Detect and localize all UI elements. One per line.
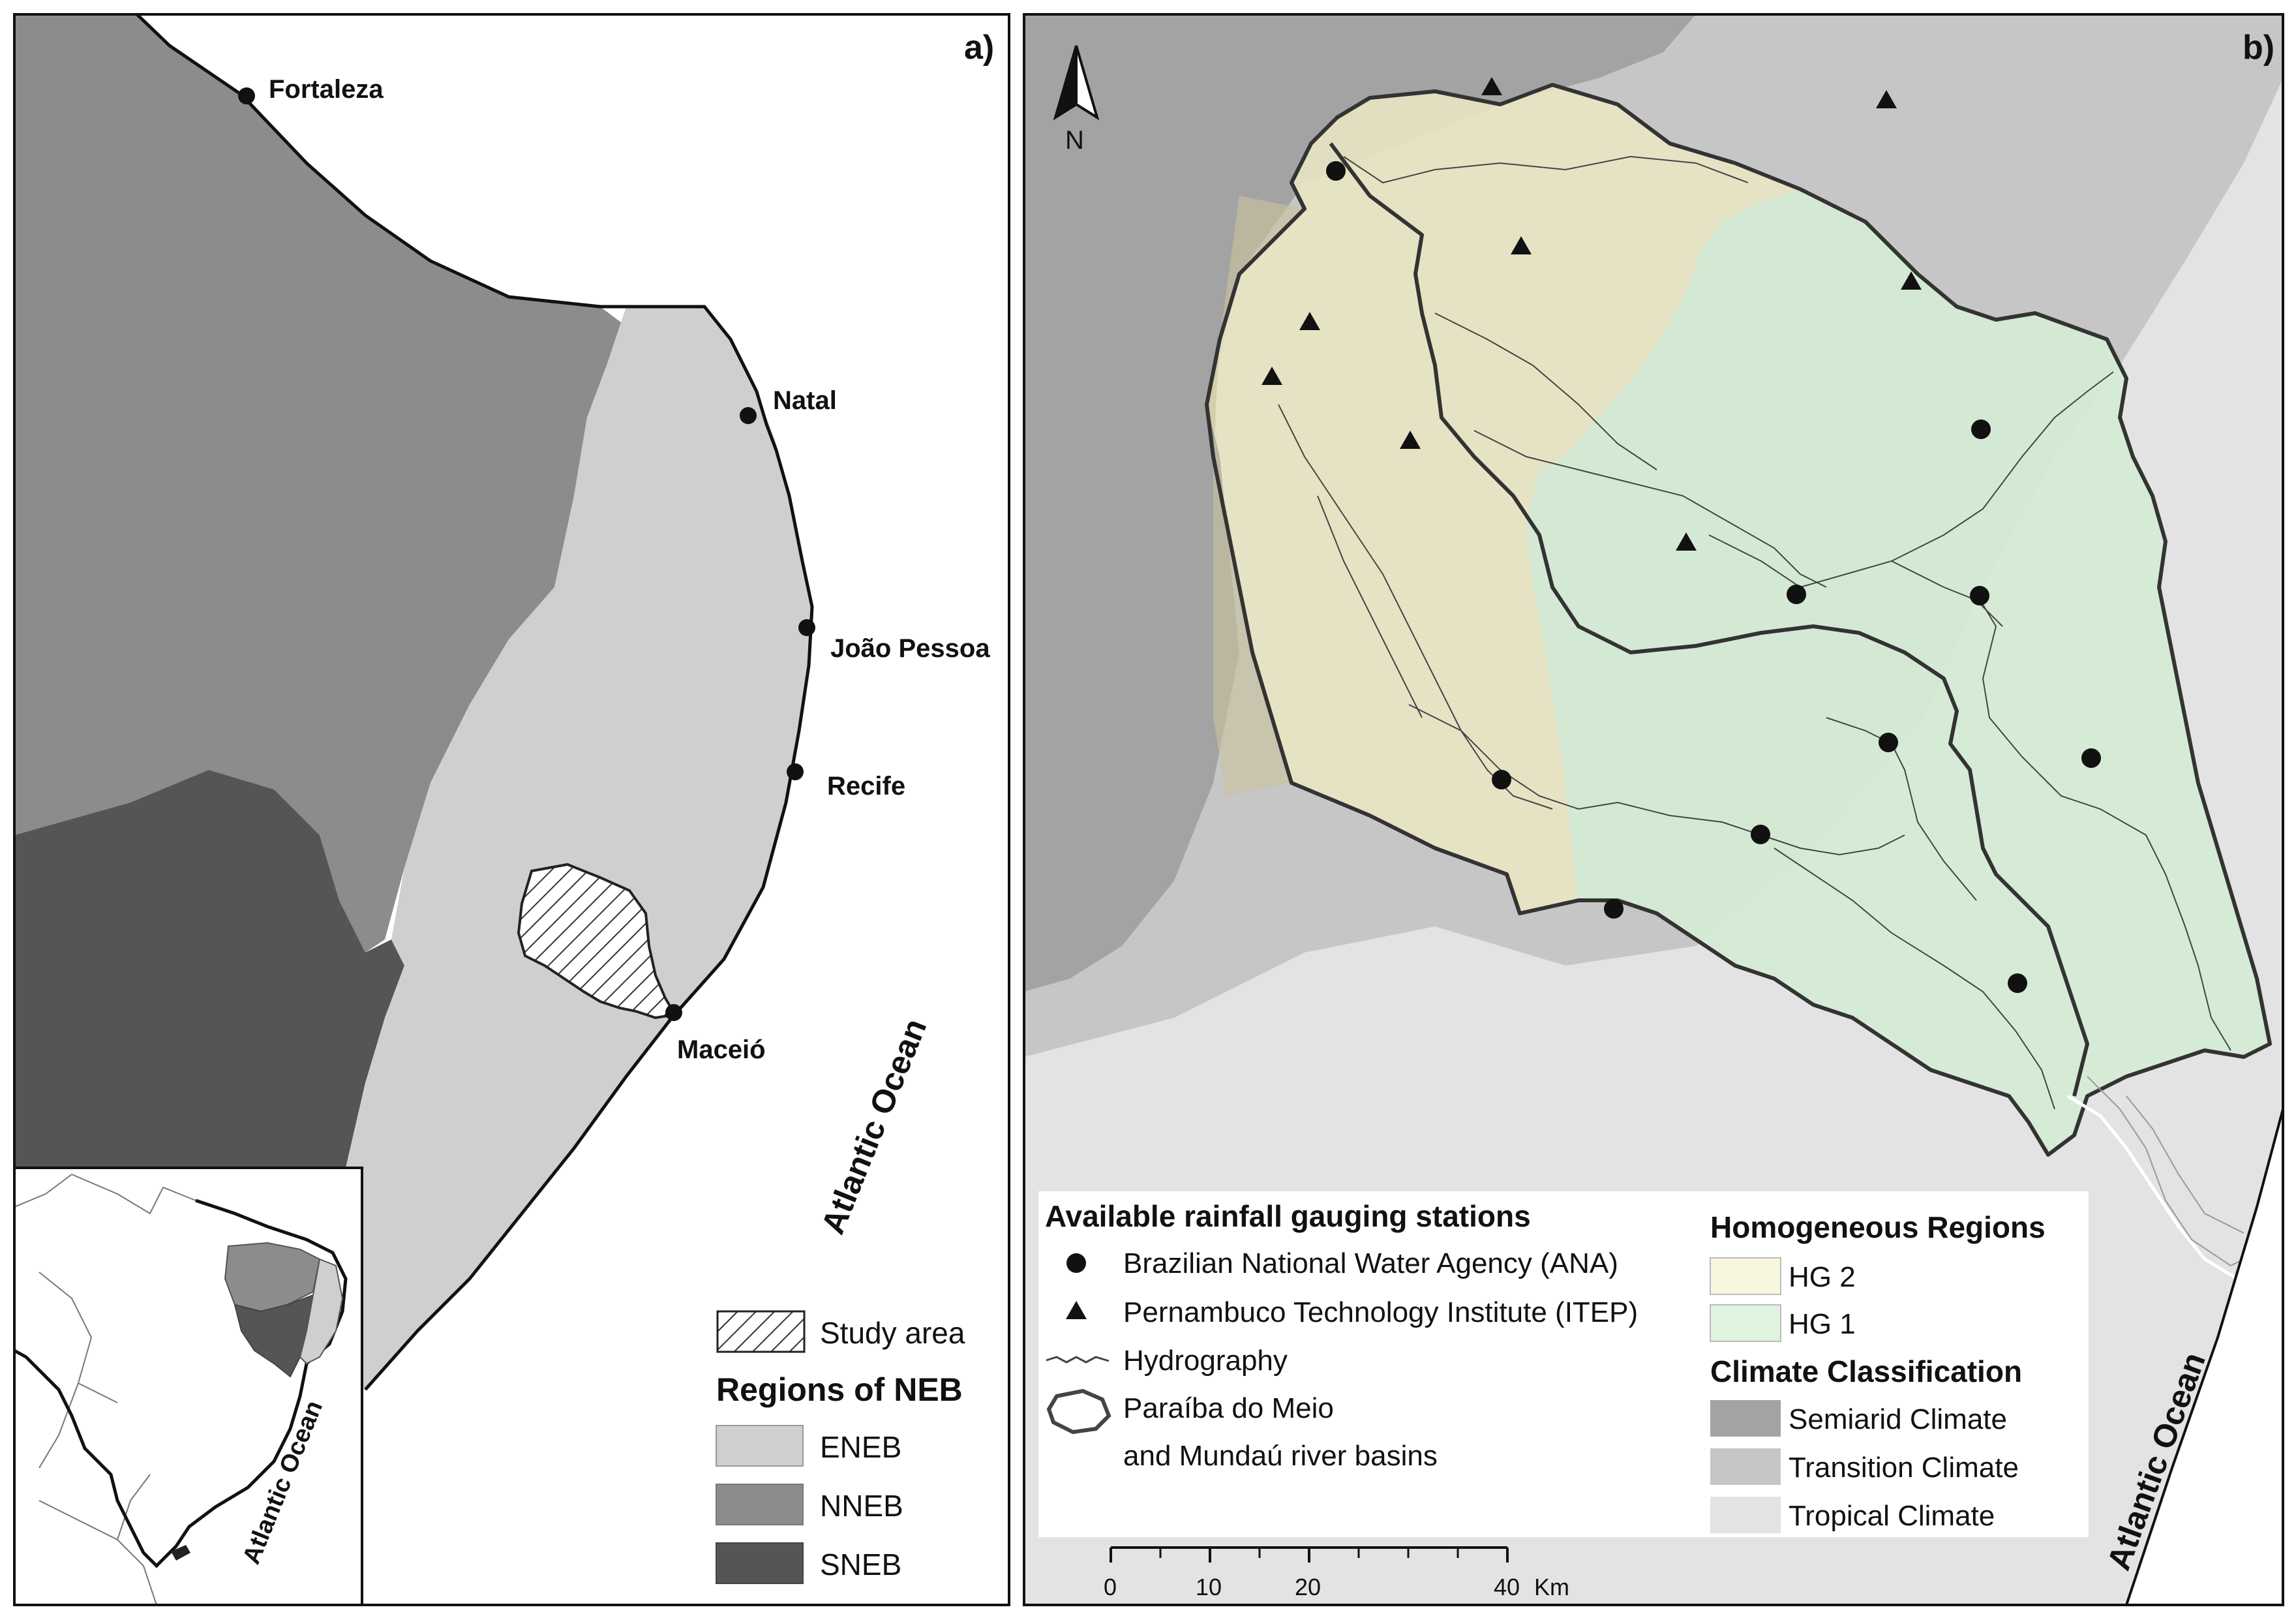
scale-bar: 0 10 20 40 Km bbox=[1104, 1546, 1569, 1600]
legend-itep-symbol bbox=[1066, 1301, 1087, 1319]
legend-study-area-swatch bbox=[716, 1310, 806, 1353]
scale-tick-10: 10 bbox=[1196, 1574, 1222, 1600]
panel-a-frame bbox=[13, 13, 1010, 1606]
ana-station bbox=[2081, 748, 2101, 768]
recife-dot bbox=[787, 763, 804, 780]
itep-stations bbox=[1261, 77, 1922, 551]
panel-b-label: b) bbox=[2243, 29, 2274, 67]
maceio-dot bbox=[665, 1004, 682, 1021]
inset-eneb bbox=[299, 1258, 344, 1365]
itep-station bbox=[1261, 367, 1282, 385]
city-label-fortaleza: Fortaleza bbox=[269, 75, 384, 104]
inset-nneb bbox=[224, 1242, 321, 1313]
legend-sneb-label: SNEB bbox=[820, 1548, 901, 1581]
itep-station bbox=[1481, 77, 1502, 95]
scale-tick-40: 40 bbox=[1494, 1574, 1520, 1600]
panel-a-label: a) bbox=[964, 29, 994, 67]
ana-station bbox=[2008, 973, 2027, 993]
scale-unit: Km bbox=[1534, 1574, 1569, 1600]
ana-station bbox=[1879, 733, 1898, 752]
legend-study-area-label: Study area bbox=[820, 1316, 965, 1350]
itep-station bbox=[1876, 90, 1897, 108]
scale-tick-20: 20 bbox=[1295, 1574, 1321, 1600]
hg1-region bbox=[1526, 189, 2270, 1155]
legend-tropical-swatch bbox=[1710, 1497, 1781, 1533]
ana-station bbox=[1970, 586, 1989, 605]
sneb-region bbox=[14, 770, 404, 1168]
ana-stations bbox=[1326, 161, 2101, 993]
city-label-natal: Natal bbox=[773, 386, 837, 415]
inset-brazil-map: Atlantic Ocean bbox=[13, 1167, 363, 1606]
ana-station bbox=[1326, 161, 1346, 181]
itep-station bbox=[1676, 532, 1697, 551]
city-label-recife: Recife bbox=[827, 772, 905, 801]
legend-basins-label-2: and Mundaú river basins bbox=[1123, 1440, 1438, 1472]
ana-station bbox=[1787, 585, 1806, 604]
legend-basins-label-1: Paraíba do Meio bbox=[1123, 1392, 1334, 1424]
legend-hg2-swatch bbox=[1710, 1257, 1781, 1295]
legend-hydro-label: Hydrography bbox=[1123, 1345, 1288, 1377]
city-label-joao-pessoa: João Pessoa bbox=[830, 634, 990, 663]
legend-transition-swatch bbox=[1710, 1448, 1781, 1485]
itep-station bbox=[1901, 271, 1922, 290]
study-area bbox=[517, 862, 678, 1020]
legend-box bbox=[1038, 1191, 2089, 1537]
legend-nneb-label: NNEB bbox=[820, 1489, 903, 1523]
scale-tick-0: 0 bbox=[1104, 1574, 1117, 1600]
homogeneous-legend-title: Homogeneous Regions bbox=[1710, 1210, 2046, 1244]
north-arrow: N bbox=[1053, 45, 1100, 155]
ana-station bbox=[1971, 420, 1991, 439]
legend-basins-symbol bbox=[1046, 1388, 1111, 1435]
legend-semiarid-label: Semiarid Climate bbox=[1789, 1403, 2007, 1435]
legend-sneb-swatch bbox=[716, 1542, 804, 1584]
legend-itep-label: Pernambuco Technology Institute (ITEP) bbox=[1123, 1296, 1638, 1328]
legend-hg1-swatch bbox=[1710, 1304, 1781, 1342]
joao-pessoa-dot bbox=[798, 619, 815, 636]
coastline bbox=[136, 14, 814, 1391]
semiarid-climate-zone bbox=[1024, 14, 1696, 992]
legend-ana-symbol bbox=[1066, 1253, 1086, 1273]
legend-eneb-swatch bbox=[716, 1425, 804, 1467]
ana-station bbox=[1751, 825, 1770, 844]
nneb-region bbox=[14, 14, 626, 953]
legend-transition-label: Transition Climate bbox=[1789, 1452, 2019, 1484]
fortaleza-dot bbox=[238, 87, 255, 104]
legend-hydro-symbol bbox=[1046, 1356, 1110, 1364]
stations-legend-title: Available rainfall gauging stations bbox=[1045, 1199, 1531, 1233]
panel-b-map: Atlantic Ocean N b) Available rainfall g… bbox=[1024, 14, 2283, 1605]
basin-outline bbox=[1205, 83, 2272, 1157]
north-arrow-label: N bbox=[1065, 126, 1084, 155]
legend-nneb-swatch bbox=[716, 1484, 804, 1525]
itep-station bbox=[1400, 431, 1421, 449]
itep-station bbox=[1299, 312, 1320, 330]
climate-legend-title: Climate Classification bbox=[1710, 1354, 2022, 1388]
hg2-region bbox=[1207, 85, 1800, 913]
legend-hg2-label: HG 2 bbox=[1789, 1261, 1856, 1293]
eneb-region bbox=[346, 307, 812, 1390]
natal-dot bbox=[740, 407, 757, 424]
legend-eneb-label: ENEB bbox=[820, 1430, 901, 1464]
panel-b-frame bbox=[1023, 13, 2284, 1606]
legend-regions-title: Regions of NEB bbox=[716, 1371, 963, 1408]
itep-station bbox=[1511, 236, 1532, 254]
city-label-maceio: Maceió bbox=[677, 1035, 766, 1064]
legend-semiarid-swatch bbox=[1710, 1400, 1781, 1437]
legend-tropical-label: Tropical Climate bbox=[1789, 1500, 1995, 1532]
ana-station bbox=[1492, 770, 1511, 789]
legend-ana-label: Brazilian National Water Agency (ANA) bbox=[1123, 1247, 1618, 1279]
brazil-outline bbox=[14, 1198, 348, 1568]
ana-station bbox=[1604, 899, 1624, 919]
legend-hg1-label: HG 1 bbox=[1789, 1308, 1856, 1340]
